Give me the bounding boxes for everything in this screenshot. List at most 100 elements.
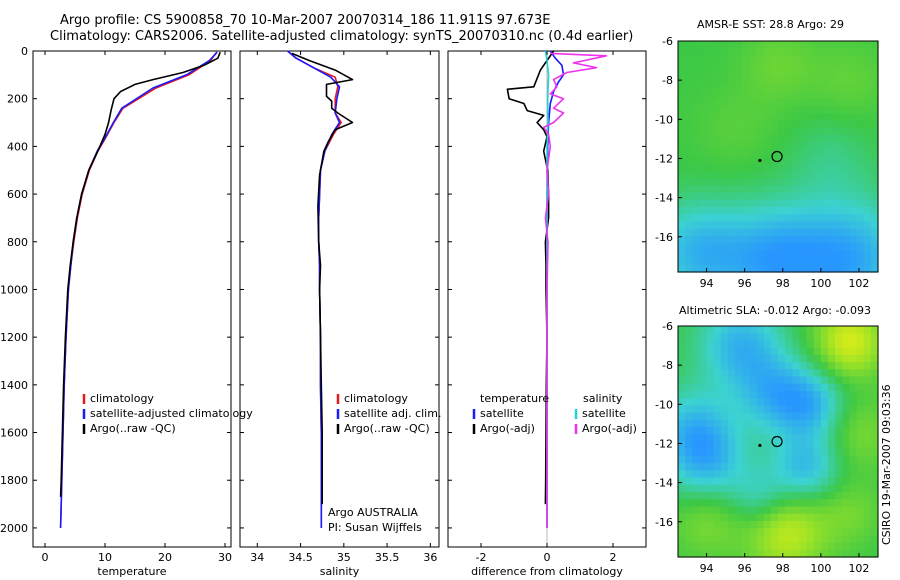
sla_map-cell — [813, 506, 822, 515]
sla_map-cell — [849, 326, 858, 334]
sst_map-cell — [706, 113, 715, 122]
sla_map-cell — [870, 347, 879, 356]
sla_map-cell — [699, 549, 708, 558]
sst_map-cell — [742, 243, 751, 251]
sla_map-cell — [849, 492, 858, 500]
depth-tick-label: 1800 — [0, 474, 28, 487]
sla_map-cell — [863, 398, 872, 407]
sst_map-cell — [799, 192, 808, 201]
sla_map-cell — [763, 405, 772, 414]
sst_map-cell — [735, 221, 743, 230]
sla_map-cell — [842, 369, 851, 378]
sst_map-cell — [742, 84, 751, 93]
sla_map-cell — [678, 499, 686, 508]
sla_map-cell — [842, 347, 851, 356]
sla_map-cell — [756, 484, 765, 493]
sst_map-cell — [742, 113, 751, 122]
sla_map-cell — [713, 448, 722, 457]
sst_map-cell — [806, 235, 815, 244]
sst_map-cell — [763, 48, 772, 57]
sla_map-cell — [706, 535, 715, 544]
sla_map-cell — [685, 362, 693, 370]
sst_map-cell — [749, 77, 758, 85]
sst_map-cell — [685, 120, 693, 129]
sla_map-cell — [742, 333, 751, 342]
sst_map-cell — [870, 149, 879, 158]
sst_map-cell — [749, 134, 758, 143]
sst_map-cell — [685, 264, 693, 273]
sla_map-cell — [849, 520, 858, 529]
sla_map-cell — [870, 477, 879, 486]
sla_map-cell — [835, 354, 843, 363]
sla_map-cell — [735, 470, 743, 479]
sla_map-cell — [699, 427, 708, 435]
sla_map-cell — [763, 427, 772, 435]
sla_map-cell — [720, 419, 729, 428]
sla_map-cell — [785, 362, 793, 370]
sla_map-cell — [699, 477, 708, 486]
sst_map-cell — [820, 134, 829, 143]
sst_map-cell — [685, 69, 693, 78]
sla_map-cell — [842, 455, 851, 464]
sst_map-cell — [699, 178, 708, 186]
sst_map-cell — [842, 156, 851, 165]
sla_map-cell — [713, 427, 722, 435]
sla_map-cell — [720, 528, 729, 536]
sst_map-cell — [728, 134, 736, 143]
sst_map-cell — [749, 214, 758, 223]
difference-xtick-label: -2 — [476, 551, 487, 564]
sst_map-cell — [870, 48, 879, 57]
sla_map-cell — [713, 354, 722, 363]
sla_map-cell — [849, 383, 858, 392]
sla_map-cell — [849, 434, 858, 443]
sst_map-cell — [813, 77, 822, 85]
sst_map-cell — [842, 134, 851, 143]
sla_map-cell — [728, 528, 736, 536]
sla_map-cell — [735, 405, 743, 414]
sst_map-cell — [699, 156, 708, 165]
sla_map-cell — [806, 376, 815, 385]
sst_map-cell — [813, 264, 822, 273]
sla_map-cell — [763, 369, 772, 378]
sst_map-cell — [713, 127, 722, 136]
sst_map-cell — [813, 48, 822, 57]
sla_map-cell — [820, 427, 829, 435]
sst_map-cell — [799, 257, 808, 266]
sst_map-cell — [842, 221, 851, 230]
sla_map-cell — [692, 484, 701, 493]
sst_map-cell — [720, 250, 729, 259]
sst_map-cell — [863, 113, 872, 122]
sla_map-cell — [720, 326, 729, 334]
sst_map-cell — [749, 207, 758, 215]
sst_map-cell — [785, 163, 793, 172]
sst_map-cell — [763, 127, 772, 136]
sla_map-cell — [742, 412, 751, 421]
sst_map-cell — [828, 214, 836, 223]
sst_map-cell — [756, 264, 765, 273]
sst_map-cell — [849, 214, 858, 223]
sla_map-cell — [713, 405, 722, 414]
sst_map-cell — [813, 192, 822, 201]
sst_map-cell — [749, 192, 758, 201]
sla_map-cell — [756, 383, 765, 392]
sla_map-cell — [713, 434, 722, 443]
sla_map-cell — [706, 326, 715, 334]
sla_map-cell — [778, 492, 786, 500]
sla_map-cell — [828, 470, 836, 479]
sst_map-cell — [699, 62, 708, 71]
sla_map-cell — [806, 549, 815, 558]
sst_map-cell — [749, 98, 758, 107]
sla_map-cell — [863, 549, 872, 558]
sla_map-cell — [678, 535, 686, 544]
sst_map-cell — [799, 235, 808, 244]
sst_map-cell — [863, 221, 872, 230]
sst_map-cell — [735, 55, 743, 64]
sst_map-cell — [820, 41, 829, 49]
sla_map-cell — [685, 448, 693, 457]
sst_map-cell — [828, 243, 836, 251]
sla_map-cell — [849, 376, 858, 385]
sst_map-cell — [720, 192, 729, 201]
sla_map-cell — [820, 347, 829, 356]
sla_map-cell — [706, 528, 715, 536]
sla_map-cell — [785, 434, 793, 443]
